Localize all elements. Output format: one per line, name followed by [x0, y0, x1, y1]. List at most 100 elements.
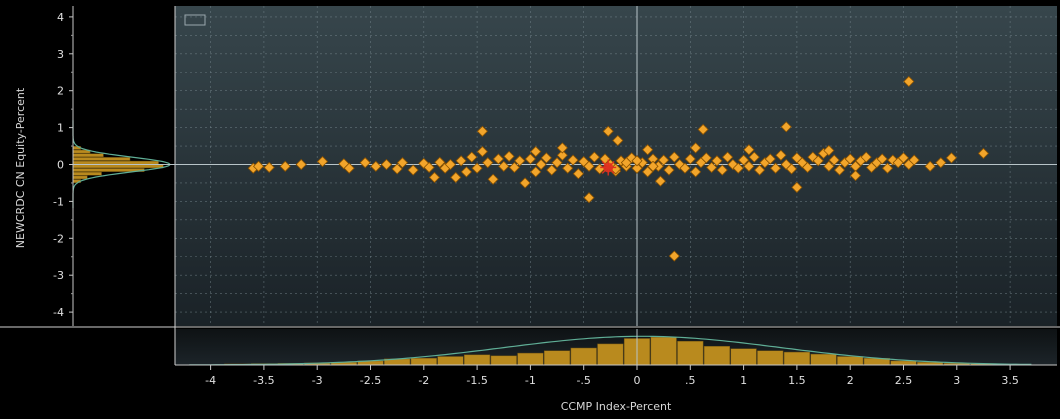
scatter-point [823, 144, 835, 157]
scatter-point [546, 164, 558, 176]
scatter-point [642, 166, 654, 178]
y-axis-title: NEWCRDC CN Equity-Percent [14, 87, 27, 248]
scatter-point [833, 164, 846, 176]
y-tick-label: 0 [57, 159, 64, 172]
scatter-point [908, 154, 920, 166]
scatter-point [471, 162, 483, 174]
x-histogram-bar [757, 350, 784, 366]
scatter-point [434, 156, 446, 168]
scatter-point [460, 166, 473, 178]
x-histogram-bar [437, 356, 464, 366]
x-histogram-bar [517, 352, 544, 366]
x-histogram-bar [650, 336, 677, 366]
scatter-point [583, 192, 595, 204]
scatter-point [663, 164, 675, 176]
scatter-point [684, 153, 696, 165]
x-tick-label: .5 [685, 374, 696, 387]
scatter-point [450, 171, 462, 183]
x-tick-label: -3.5 [253, 374, 274, 387]
y-tick-label: -1 [53, 195, 64, 208]
scatter-point [503, 150, 515, 162]
x-tick-label: 0 [634, 374, 641, 387]
scatter-point [556, 149, 568, 161]
x-tick-label: 1.5 [788, 374, 806, 387]
scatter-point [823, 160, 835, 172]
scatter-point [722, 151, 734, 163]
x-histogram-bar [783, 351, 810, 366]
y-histogram-bar [72, 160, 159, 165]
scatter-point [897, 152, 910, 164]
scatter-point [679, 162, 691, 174]
y-histogram-bar [72, 157, 131, 161]
x-histogram-bar [890, 360, 917, 366]
scatter-point [828, 154, 840, 166]
scatter-point [455, 155, 467, 167]
scatter-point [738, 154, 750, 166]
scatter-point [498, 160, 510, 172]
x-histogram-bar [703, 346, 731, 366]
scatter-point [572, 168, 584, 180]
scatter-point [716, 164, 728, 176]
scatter-point [780, 121, 792, 133]
x-tick-label: -4 [205, 374, 216, 387]
scatter-point [754, 164, 766, 176]
scatter-point [743, 160, 755, 172]
y-histogram-bar [72, 171, 102, 176]
x-histogram-bar [837, 356, 864, 366]
y-tick-label: 3 [57, 48, 64, 61]
scatter-point [732, 162, 744, 174]
scatter-point [551, 157, 563, 169]
scatter-point [423, 161, 435, 174]
y-tick-label: -3 [53, 269, 64, 282]
scatter-point [253, 160, 265, 172]
scatter-point [530, 166, 542, 178]
scatter-point [697, 123, 709, 136]
y-tick-label: 4 [57, 11, 64, 24]
x-histogram-bar [410, 357, 437, 366]
scatter-point [801, 161, 814, 174]
x-tick-label: 3.5 [1001, 374, 1019, 387]
y-histogram-bar [72, 164, 164, 169]
x-histogram-bar [677, 340, 704, 366]
x-histogram-bar [597, 343, 624, 366]
x-histogram-bar [464, 354, 491, 366]
scatter-point [370, 160, 382, 172]
scatter-point [935, 157, 947, 169]
y-tick-label: 2 [57, 85, 64, 98]
x-tick-label: -1.5 [466, 374, 487, 387]
x-tick-label: 2 [847, 374, 854, 387]
scatter-point [903, 75, 915, 88]
y-histogram-bar [72, 153, 104, 158]
scatter-point [945, 152, 958, 164]
scatter-point [642, 144, 654, 156]
scatter-point [764, 153, 776, 165]
scatter-point [620, 157, 632, 169]
y-tick-label: -4 [53, 306, 64, 319]
scatter-point [263, 161, 275, 174]
scatter-point [668, 250, 680, 262]
scatter-point [316, 155, 329, 168]
scatter-point [690, 166, 702, 178]
scatter-point [690, 142, 702, 154]
x-histogram-bar [570, 347, 597, 366]
x-histogram-bar [730, 348, 757, 366]
scatter-point [380, 158, 393, 171]
x-histogram-bar [490, 355, 517, 366]
scatter-point [466, 151, 478, 163]
x-density-curve [189, 335, 1032, 366]
highlight-marker [600, 159, 617, 176]
grid-lines [175, 6, 1057, 326]
x-axis-title: CCMP Index-Percent [561, 400, 672, 413]
x-histogram-bar [543, 350, 571, 366]
scatter-point [647, 160, 659, 172]
x-tick-label: -1 [525, 374, 536, 387]
scatter-point [849, 170, 862, 182]
axes: -4 -3.5 -3 -2.5 -2 -1.5 -1 -.5 0 .5 1 1.5 2 2.5 3 3.5 4 3… [0, 6, 1060, 387]
scatter-point [535, 158, 547, 171]
scatter-point [391, 163, 403, 175]
scatter-point [860, 151, 872, 163]
y-tick-label: -2 [53, 232, 64, 245]
scatter-point [476, 125, 488, 137]
scatter-point [524, 153, 536, 165]
